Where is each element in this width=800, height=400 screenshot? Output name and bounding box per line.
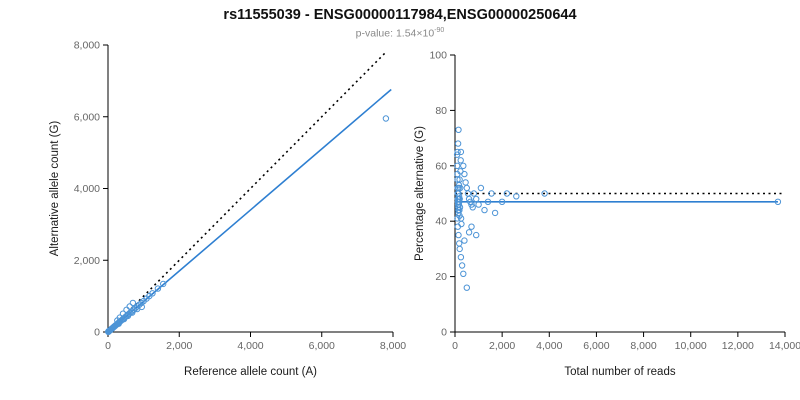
svg-text:12,000: 12,000 [722,340,754,352]
allele-count-scatter-panel: 0 2,000 4,000 6,000 8,000 0 2,000 4,000 6,000 8,0… [49,40,406,379]
chart-subtitle: p-value: 1.54×10-90 [0,27,800,40]
svg-text:100: 100 [429,50,447,62]
svg-text:6,000: 6,000 [309,340,335,352]
svg-text:20: 20 [435,271,447,283]
svg-text:8,000: 8,000 [630,340,656,352]
svg-text:4,000: 4,000 [74,183,100,195]
svg-text:2,000: 2,000 [166,340,192,352]
percentage-reads-scatter-panel: 0 2,000 4,000 6,000 8,000 10,000 12,000 14,000 0… [414,50,800,379]
svg-text:0: 0 [94,327,100,339]
svg-text:6,000: 6,000 [583,340,609,352]
svg-text:0: 0 [441,327,447,339]
svg-text:40: 40 [435,216,447,228]
svg-text:4,000: 4,000 [237,340,263,352]
svg-text:Total number of reads: Total number of reads [564,366,675,378]
svg-text:14,000: 14,000 [769,340,800,352]
svg-text:60: 60 [435,160,447,172]
svg-text:80: 80 [435,105,447,117]
svg-text:6,000: 6,000 [74,111,100,123]
svg-text:Reference allele count (A): Reference allele count (A) [184,366,317,378]
pvalue-exponent: -90 [434,27,445,34]
svg-text:2,000: 2,000 [489,340,515,352]
svg-text:0: 0 [105,340,111,352]
chart-title: rs11555039 - ENSG00000117984,ENSG0000025… [223,7,577,23]
svg-text:8,000: 8,000 [380,340,406,352]
svg-text:Percentage alternative (G): Percentage alternative (G) [414,126,426,261]
pvalue-text: p-value: 1.54×10 [355,27,435,40]
svg-text:Alternative allele count (G): Alternative allele count (G) [49,121,61,257]
svg-text:10,000: 10,000 [675,340,707,352]
svg-text:4,000: 4,000 [536,340,562,352]
svg-text:8,000: 8,000 [74,40,100,52]
svg-text:0: 0 [452,340,458,352]
svg-text:2,000: 2,000 [74,255,100,267]
